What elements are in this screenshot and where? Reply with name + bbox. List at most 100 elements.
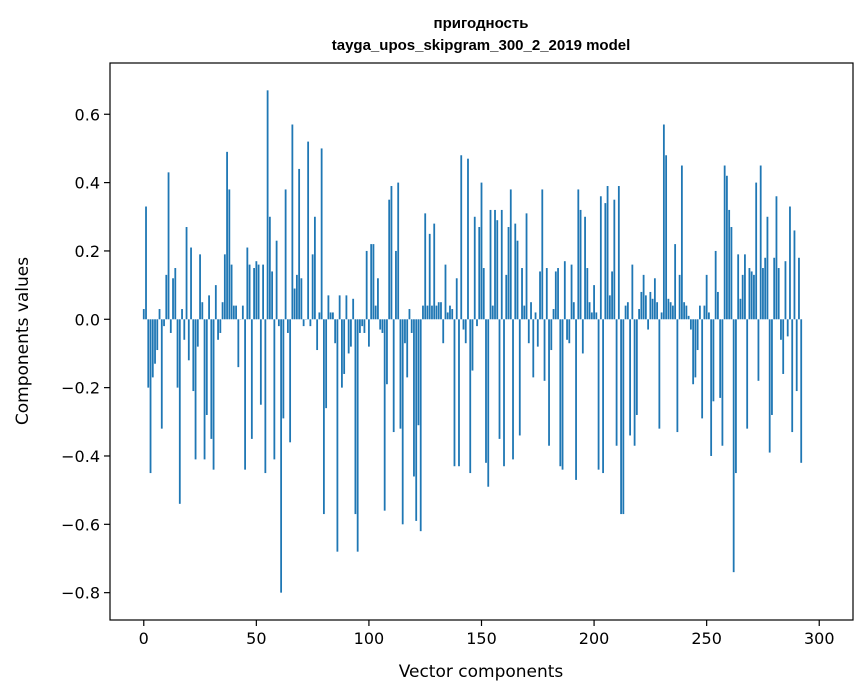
bar-67 bbox=[293, 288, 296, 320]
bar-24 bbox=[196, 319, 199, 347]
bar-192 bbox=[575, 319, 577, 480]
bar-141 bbox=[460, 155, 463, 320]
bar-171 bbox=[527, 319, 530, 344]
y-tick-label: 0.6 bbox=[75, 105, 100, 124]
bar-180 bbox=[548, 319, 550, 446]
bar-215 bbox=[626, 302, 629, 320]
bar-181 bbox=[550, 319, 553, 351]
bar-280 bbox=[773, 257, 776, 320]
bar-2 bbox=[147, 319, 150, 388]
bar-182 bbox=[552, 309, 555, 320]
y-tick-label: −0.8 bbox=[61, 584, 100, 603]
bar-266 bbox=[741, 274, 744, 320]
bar-75 bbox=[311, 254, 314, 320]
bar-152 bbox=[485, 319, 487, 463]
bar-7 bbox=[158, 309, 161, 320]
bar-28 bbox=[205, 319, 208, 415]
bar-278 bbox=[768, 319, 771, 453]
bar-270 bbox=[750, 271, 753, 320]
bar-65 bbox=[289, 319, 292, 443]
bar-183 bbox=[554, 271, 557, 320]
bar-173 bbox=[532, 319, 535, 378]
bar-37 bbox=[226, 151, 228, 320]
bar-156 bbox=[494, 209, 496, 320]
bar-9 bbox=[163, 319, 165, 327]
bar-209 bbox=[613, 199, 616, 320]
x-tick-label: 0 bbox=[139, 629, 149, 648]
bar-244 bbox=[692, 319, 695, 385]
bar-20 bbox=[187, 319, 190, 361]
bar-103 bbox=[374, 305, 377, 320]
bar-189 bbox=[568, 319, 571, 344]
bar-217 bbox=[631, 264, 634, 320]
bar-71 bbox=[302, 319, 305, 327]
bar-201 bbox=[595, 312, 598, 320]
chart-title: пригодность bbox=[434, 15, 529, 32]
bar-163 bbox=[509, 189, 512, 320]
bar-136 bbox=[449, 305, 451, 320]
bar-240 bbox=[683, 302, 686, 320]
bar-49 bbox=[253, 268, 255, 320]
bar-101 bbox=[370, 244, 373, 320]
bar-109 bbox=[388, 199, 391, 320]
bar-178 bbox=[543, 319, 546, 381]
bar-188 bbox=[566, 319, 568, 340]
bar-34 bbox=[219, 319, 222, 333]
bar-91 bbox=[347, 319, 350, 354]
x-tick-label: 200 bbox=[579, 629, 610, 648]
bar-227 bbox=[653, 278, 656, 320]
bar-35 bbox=[221, 302, 224, 320]
bar-86 bbox=[336, 319, 339, 552]
bar-131 bbox=[437, 302, 440, 320]
bar-42 bbox=[237, 319, 240, 368]
bar-286 bbox=[786, 319, 789, 337]
bar-40 bbox=[232, 305, 235, 320]
bar-22 bbox=[192, 319, 195, 392]
bar-110 bbox=[390, 186, 393, 320]
bar-1 bbox=[145, 206, 147, 320]
bar-74 bbox=[309, 319, 312, 327]
bar-204 bbox=[602, 319, 604, 474]
bar-13 bbox=[172, 278, 174, 320]
bar-12 bbox=[169, 319, 172, 333]
bar-176 bbox=[539, 271, 541, 320]
bar-53 bbox=[262, 264, 264, 320]
bar-257 bbox=[721, 319, 724, 446]
y-tick-label: −0.2 bbox=[61, 379, 100, 398]
bar-138 bbox=[453, 319, 456, 467]
bar-191 bbox=[572, 302, 575, 320]
bar-3 bbox=[149, 319, 152, 474]
bar-23 bbox=[194, 319, 197, 460]
bar-100 bbox=[368, 319, 370, 347]
bar-25 bbox=[199, 254, 201, 320]
bar-61 bbox=[280, 319, 283, 593]
y-tick-label: 0.4 bbox=[75, 174, 100, 193]
bar-261 bbox=[730, 227, 733, 320]
bar-77 bbox=[316, 319, 319, 351]
bar-139 bbox=[455, 278, 458, 320]
bar-223 bbox=[644, 295, 647, 320]
bar-161 bbox=[505, 274, 508, 320]
bar-228 bbox=[656, 302, 659, 320]
bar-175 bbox=[536, 319, 539, 347]
bar-253 bbox=[712, 319, 715, 402]
bar-54 bbox=[264, 319, 267, 474]
bar-157 bbox=[496, 220, 499, 320]
bar-44 bbox=[241, 305, 244, 320]
bar-93 bbox=[352, 298, 355, 320]
bar-213 bbox=[622, 319, 625, 515]
bar-63 bbox=[284, 189, 287, 320]
bar-59 bbox=[275, 240, 278, 320]
bar-39 bbox=[230, 264, 233, 320]
chart-subtitle: tayga_upos_skipgram_300_2_2019 model bbox=[332, 37, 631, 54]
y-tick-label: 0.0 bbox=[75, 310, 100, 329]
bar-46 bbox=[246, 247, 249, 320]
bar-76 bbox=[313, 216, 316, 320]
bar-21 bbox=[190, 247, 192, 320]
bar-62 bbox=[282, 319, 285, 419]
bar-177 bbox=[541, 189, 544, 320]
bar-104 bbox=[377, 278, 379, 320]
x-axis-ticks: 0 50 100 150 200 250 300 bbox=[139, 620, 835, 648]
bar-237 bbox=[676, 319, 679, 433]
